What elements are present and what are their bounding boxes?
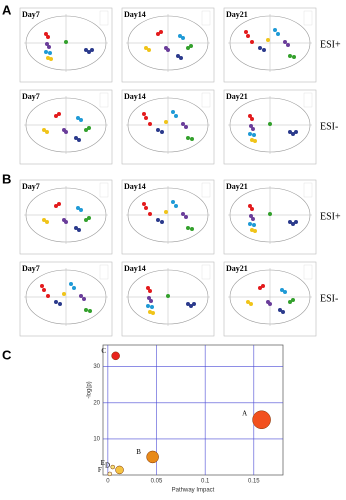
point-label: E bbox=[101, 459, 105, 467]
point-label: C bbox=[101, 347, 106, 355]
score-plot: Day21 bbox=[223, 7, 317, 83]
legend-box bbox=[303, 10, 313, 26]
point-label: A bbox=[242, 410, 247, 418]
legend-box bbox=[99, 264, 109, 280]
panel-label: C bbox=[2, 347, 12, 362]
day-label: Day21 bbox=[226, 10, 248, 19]
legend-box bbox=[99, 10, 109, 26]
ion-mode: ESI+ bbox=[320, 211, 341, 222]
day-label: Day7 bbox=[22, 10, 40, 19]
day-label: Day7 bbox=[22, 92, 40, 101]
y-tick-label: 30 bbox=[93, 364, 100, 370]
score-plot: Day21 bbox=[223, 179, 317, 255]
point-label: B bbox=[136, 448, 141, 456]
ion-mode: ESI+ bbox=[320, 39, 341, 50]
point-label: D bbox=[105, 461, 110, 469]
y-axis-title: -log(p) bbox=[87, 381, 93, 398]
score-plot: Day14 bbox=[121, 261, 215, 337]
x-tick-label: 0.1 bbox=[201, 479, 210, 485]
panel-label: B bbox=[2, 171, 11, 186]
ion-mode: ESI- bbox=[320, 121, 338, 132]
plot-area bbox=[102, 344, 284, 476]
legend-box bbox=[201, 264, 211, 280]
x-tick-label: 0 bbox=[106, 479, 110, 485]
day-label: Day14 bbox=[124, 182, 146, 191]
score-plot: Day21 bbox=[223, 89, 317, 165]
day-label: Day14 bbox=[124, 264, 146, 273]
bubble bbox=[252, 410, 271, 429]
day-label: Day14 bbox=[124, 92, 146, 101]
day-label: Day21 bbox=[226, 264, 248, 273]
x-tick-label: 0.15 bbox=[248, 479, 260, 485]
point-label: F bbox=[98, 466, 102, 474]
score-plot: Day14 bbox=[121, 7, 215, 83]
legend-box bbox=[201, 182, 211, 198]
legend-box bbox=[303, 264, 313, 280]
day-label: Day7 bbox=[22, 182, 40, 191]
y-tick-label: 20 bbox=[93, 400, 100, 406]
legend-box bbox=[99, 92, 109, 108]
score-plot: Day7 bbox=[19, 89, 113, 165]
legend-box bbox=[99, 182, 109, 198]
day-label: Day14 bbox=[124, 10, 146, 19]
score-plot: Day7 bbox=[19, 7, 113, 83]
score-plot: Day7 bbox=[19, 261, 113, 337]
legend-box bbox=[303, 92, 313, 108]
day-label: Day7 bbox=[22, 264, 40, 273]
bubble bbox=[146, 450, 159, 464]
bubble bbox=[110, 464, 115, 470]
score-plot: Day7 bbox=[19, 179, 113, 255]
day-label: Day21 bbox=[226, 182, 248, 191]
legend-box bbox=[201, 92, 211, 108]
ion-mode: ESI- bbox=[320, 293, 338, 304]
bubble bbox=[115, 465, 124, 475]
panel-label: A bbox=[2, 2, 12, 17]
score-plot: Day14 bbox=[121, 89, 215, 165]
day-label: Day21 bbox=[226, 92, 248, 101]
bubble bbox=[107, 471, 113, 477]
y-tick-label: 10 bbox=[93, 436, 100, 442]
x-tick-label: 0.05 bbox=[151, 479, 163, 485]
bubble bbox=[111, 351, 120, 361]
legend-box bbox=[201, 10, 211, 26]
x-axis-title: Pathway Impact bbox=[172, 488, 215, 494]
legend-box bbox=[303, 182, 313, 198]
score-plot: Day14 bbox=[121, 179, 215, 255]
score-plot: Day21 bbox=[223, 261, 317, 337]
